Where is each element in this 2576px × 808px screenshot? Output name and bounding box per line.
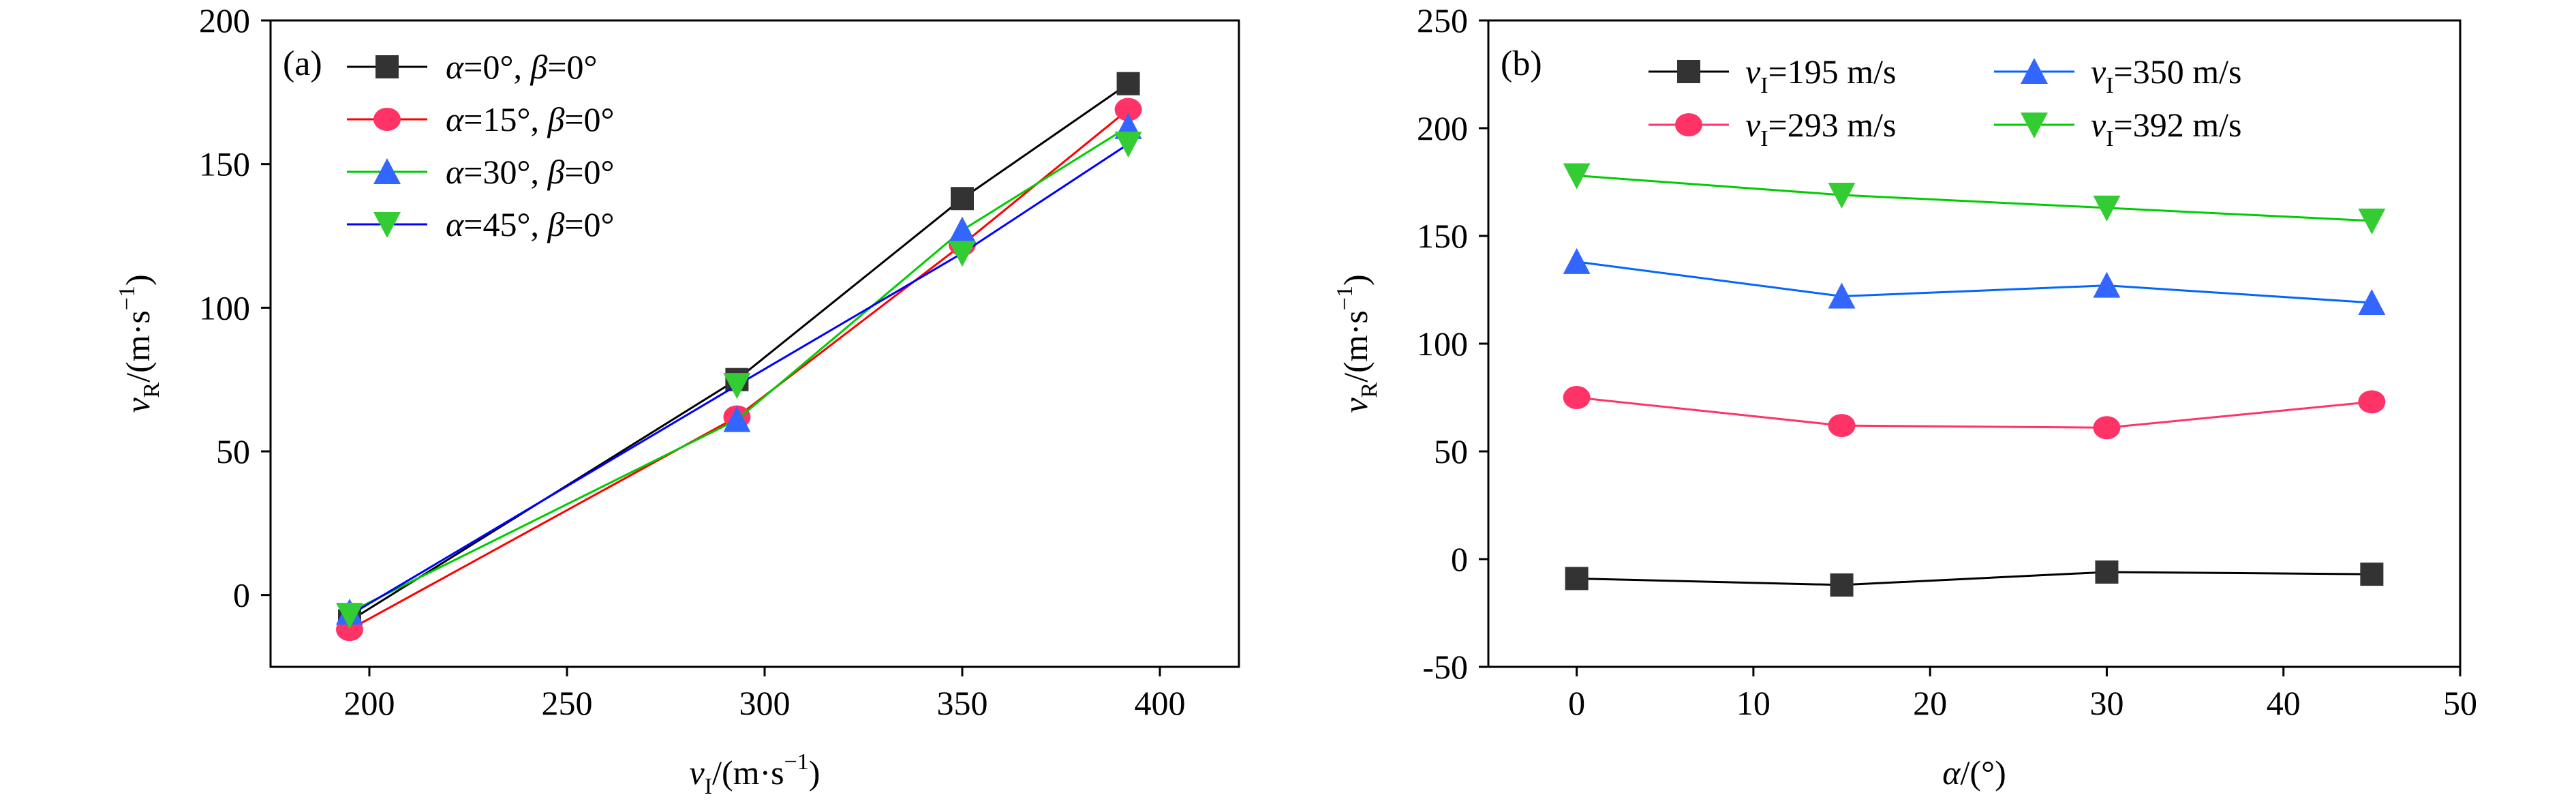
x-tick-label: 30: [2089, 684, 2123, 722]
series-line: [1576, 175, 2372, 222]
x-tick-label: 350: [937, 684, 988, 722]
y-tick-label: -50: [1422, 648, 1468, 686]
chart-panel-b: 0 10 20 30 40 50 -50 0 50 100 150 200 250 (b) α/(°) vR/…: [1332, 1, 2477, 792]
x-tick-label: 40: [2267, 684, 2301, 722]
legend-entry: vI=392 m/s: [2091, 106, 2241, 151]
data-point: [1830, 573, 1854, 597]
y-tick-label: 200: [199, 1, 250, 40]
legend: α=0°, β=0° α=15°, β=0° α=30°, β=0° α=45°, β…: [347, 48, 615, 243]
data-point: [2093, 271, 2121, 298]
series-line: [349, 143, 1129, 616]
series-line: [349, 108, 1129, 631]
x-tick-label: 300: [739, 684, 791, 722]
data-point: [2358, 208, 2386, 235]
y-tick-label: 200: [1417, 109, 1468, 147]
y-tick-label: 50: [1434, 432, 1468, 470]
panel-label: (a): [283, 44, 322, 83]
x-tick-label: 400: [1135, 684, 1186, 722]
data-point: [951, 187, 974, 211]
x-tick-label: 0: [1568, 684, 1585, 722]
y-tick-label: 50: [216, 432, 250, 470]
legend: vI=195 m/s vI=293 m/s vI=350 m/s vI=392 m/s: [1649, 53, 2241, 151]
legend-marker: [2021, 113, 2048, 138]
x-tick-label: 250: [542, 684, 593, 722]
data-point: [1828, 282, 1856, 309]
series-3: [336, 132, 1142, 629]
series-0: [1565, 560, 2384, 597]
x-tick-label: 50: [2443, 684, 2477, 722]
data-point: [1565, 567, 1589, 590]
data-point: [1114, 132, 1142, 158]
data-point: [2093, 195, 2121, 222]
y-tick-label: 100: [199, 288, 250, 327]
data-point: [723, 373, 751, 400]
y-tick-label: 150: [1417, 217, 1468, 255]
data-point: [1116, 72, 1140, 95]
data-point: [1563, 248, 1591, 274]
legend-entry: α=30°, β=0°: [446, 153, 615, 191]
series-3: [1563, 163, 2386, 235]
series-2: [336, 113, 1142, 625]
legend-entry: α=0°, β=0°: [446, 48, 598, 86]
series-2: [1563, 248, 2386, 315]
chart-panel-a: 200 250 300 350 400 0 50 100 150 200 (a) vI/(m·s−1)…: [114, 1, 1240, 799]
y-axis-label: vR/(m·s−1): [114, 274, 164, 413]
series-line: [1576, 396, 2372, 429]
plot-frame: [1487, 19, 2462, 668]
data-point: [1828, 182, 1856, 209]
x-tick-label: 200: [344, 684, 395, 722]
series-line: [1576, 260, 2372, 304]
y-tick-label: 0: [233, 576, 250, 614]
legend-entry: α=15°, β=0°: [446, 100, 615, 138]
data-point: [1828, 414, 1856, 438]
data-point: [723, 406, 751, 432]
data-point: [2095, 560, 2119, 584]
data-point: [949, 216, 976, 243]
x-axis-label: vI/(m·s−1): [690, 749, 821, 799]
y-tick-label: 0: [1451, 540, 1468, 578]
legend-marker: [1675, 113, 1702, 136]
legend-entry: vI=350 m/s: [2091, 53, 2241, 98]
legend-entry: vI=293 m/s: [1745, 106, 1896, 151]
data-point: [2360, 563, 2384, 586]
data-point: [2358, 288, 2386, 315]
legend-marker: [375, 55, 399, 78]
x-axis-label: α/(°): [1942, 753, 2006, 792]
y-axis-label: vR/(m·s−1): [1332, 274, 1382, 413]
y-tick-label: 100: [1417, 325, 1468, 363]
data-point: [2093, 416, 2121, 440]
legend-marker: [373, 108, 401, 131]
panel-label: (b): [1501, 44, 1542, 83]
data-point: [1563, 163, 1591, 190]
data-point: [2358, 390, 2386, 414]
series-line: [349, 125, 1129, 614]
series-1: [1563, 386, 2386, 440]
data-point: [1114, 98, 1142, 121]
y-tick-label: 250: [1417, 1, 1468, 40]
legend-entry: α=45°, β=0°: [446, 205, 615, 243]
x-tick-label: 20: [1913, 684, 1947, 722]
plot-frame: [269, 19, 1240, 668]
legend-marker: [1677, 60, 1700, 83]
series-line: [1576, 571, 2372, 586]
data-point: [949, 241, 976, 267]
legend-marker: [373, 158, 401, 184]
y-tick-label: 150: [199, 145, 250, 183]
legend-marker: [373, 212, 401, 238]
x-tick-label: 10: [1736, 684, 1770, 722]
data-point: [1563, 386, 1591, 409]
data-point: [336, 603, 363, 629]
legend-entry: vI=195 m/s: [1745, 53, 1896, 98]
legend-marker: [2021, 58, 2048, 84]
